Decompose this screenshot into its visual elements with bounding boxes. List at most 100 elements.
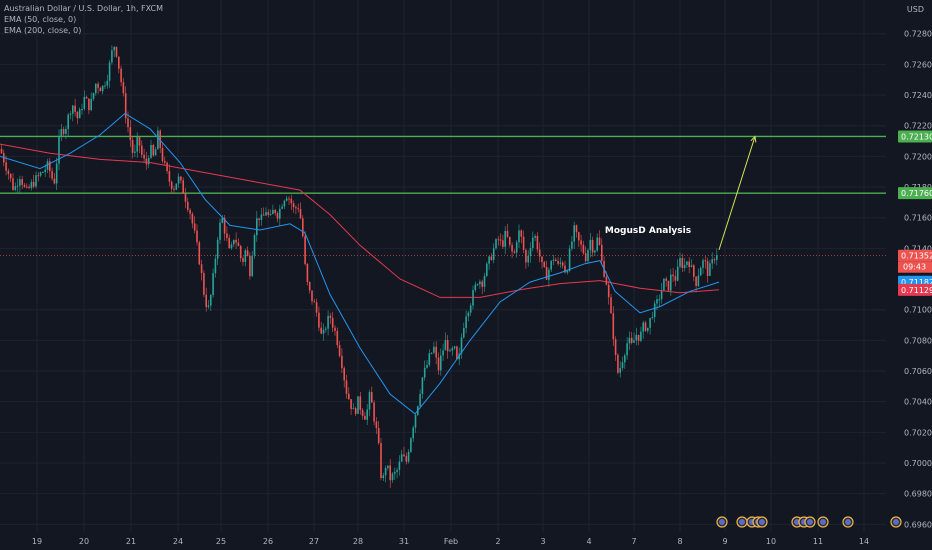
event-marker[interactable] xyxy=(817,516,829,528)
candle-body xyxy=(281,206,283,209)
horizontal-levels[interactable] xyxy=(0,135,886,257)
candle-body xyxy=(269,214,272,216)
candle-body xyxy=(469,305,472,313)
event-marker-flag xyxy=(794,519,800,525)
time-axis[interactable]: 19 20 21 24 25 26 27 28 31 Feb 2 3 4 7 8 9 10 11 14 xyxy=(32,537,869,546)
candle-body xyxy=(5,162,7,171)
candle-body xyxy=(76,111,79,119)
candle-body xyxy=(633,340,635,343)
candle-body xyxy=(200,264,203,274)
candle-body xyxy=(177,176,180,184)
event-marker[interactable] xyxy=(736,516,748,528)
candle-body xyxy=(435,346,437,358)
candle-body xyxy=(566,271,569,273)
current-price-tag: 0.71352 xyxy=(901,252,932,261)
candle-body xyxy=(499,239,502,241)
candle-body xyxy=(488,256,490,264)
event-marker[interactable] xyxy=(842,516,854,528)
x-tick-label: 28 xyxy=(353,537,363,546)
ema200-legend[interactable]: EMA (200, close, 0) xyxy=(4,26,82,35)
x-tick-label: 27 xyxy=(309,537,319,546)
candle-body xyxy=(555,259,557,261)
candle-body xyxy=(51,171,53,179)
candle-body xyxy=(101,85,104,92)
candle-body xyxy=(113,46,115,51)
candle-body xyxy=(104,85,106,87)
candle-body xyxy=(578,232,580,241)
candle-body xyxy=(430,352,433,354)
candle-body xyxy=(196,230,198,243)
currency-label[interactable]: USD xyxy=(906,5,924,14)
candle-body xyxy=(653,303,656,318)
candle-body xyxy=(571,241,573,249)
candle-body xyxy=(329,315,332,318)
candle-body xyxy=(437,357,440,371)
event-marker[interactable] xyxy=(716,516,728,528)
candle-body xyxy=(403,454,405,457)
event-marker[interactable] xyxy=(756,516,768,528)
economic-event-markers[interactable] xyxy=(716,516,902,528)
candle-body xyxy=(665,278,667,281)
countdown-bg xyxy=(898,261,932,273)
candle-body xyxy=(541,256,543,263)
price-axis[interactable]: 0.728000.726000.724000.722000.720000.718… xyxy=(904,30,932,530)
candle-body xyxy=(46,161,49,170)
candle-body xyxy=(67,114,69,129)
candle-body xyxy=(55,163,58,184)
candle-body xyxy=(145,158,148,165)
candle-body xyxy=(207,305,210,307)
candle-body xyxy=(214,258,217,274)
candlesticks xyxy=(0,45,718,488)
ema50-legend[interactable]: EMA (50, close, 0) xyxy=(4,15,77,24)
x-tick-label: 20 xyxy=(79,537,89,546)
candle-body xyxy=(400,454,403,462)
symbol-title[interactable]: Australian Dollar / U.S. Dollar, 1h, FXC… xyxy=(4,4,164,13)
candle-body xyxy=(108,62,111,81)
candle-body xyxy=(290,198,293,204)
projection-arrow[interactable] xyxy=(718,136,756,251)
candle-body xyxy=(299,209,302,219)
level-price-tag-bg xyxy=(898,130,932,143)
candle-body xyxy=(681,258,684,268)
candle-body xyxy=(607,284,610,298)
candle-body xyxy=(617,354,619,373)
candle-body xyxy=(276,213,279,219)
candle-body xyxy=(704,260,707,262)
candle-body xyxy=(184,193,187,202)
candle-body xyxy=(649,317,651,328)
event-marker[interactable] xyxy=(804,516,816,528)
candle-body xyxy=(456,346,458,360)
event-marker[interactable] xyxy=(890,516,902,528)
candle-body xyxy=(366,409,368,420)
candle-body xyxy=(686,261,688,265)
candle-body xyxy=(154,149,157,156)
candle-body xyxy=(244,250,247,262)
candle-body xyxy=(380,443,382,478)
candle-body xyxy=(559,262,562,264)
candle-body xyxy=(587,249,589,262)
candle-body xyxy=(647,327,649,331)
x-tick-label: 11 xyxy=(813,537,823,546)
candle-body xyxy=(35,175,37,187)
level-price-tag-bg xyxy=(898,187,932,200)
candle-body xyxy=(410,438,412,452)
y-tick-label: 0.69600 xyxy=(904,520,932,529)
candle-body xyxy=(614,339,617,355)
candle-body xyxy=(304,236,306,264)
candle-body xyxy=(573,225,575,242)
x-tick-label: 14 xyxy=(859,537,869,546)
x-tick-label: 31 xyxy=(399,537,409,546)
event-marker-flag xyxy=(807,519,813,525)
candle-body xyxy=(536,235,539,250)
candle-body xyxy=(384,467,387,476)
candle-body xyxy=(161,147,164,162)
candle-body xyxy=(350,399,352,409)
candle-body xyxy=(74,105,76,112)
candle-body xyxy=(695,276,697,286)
candle-body xyxy=(62,129,65,134)
